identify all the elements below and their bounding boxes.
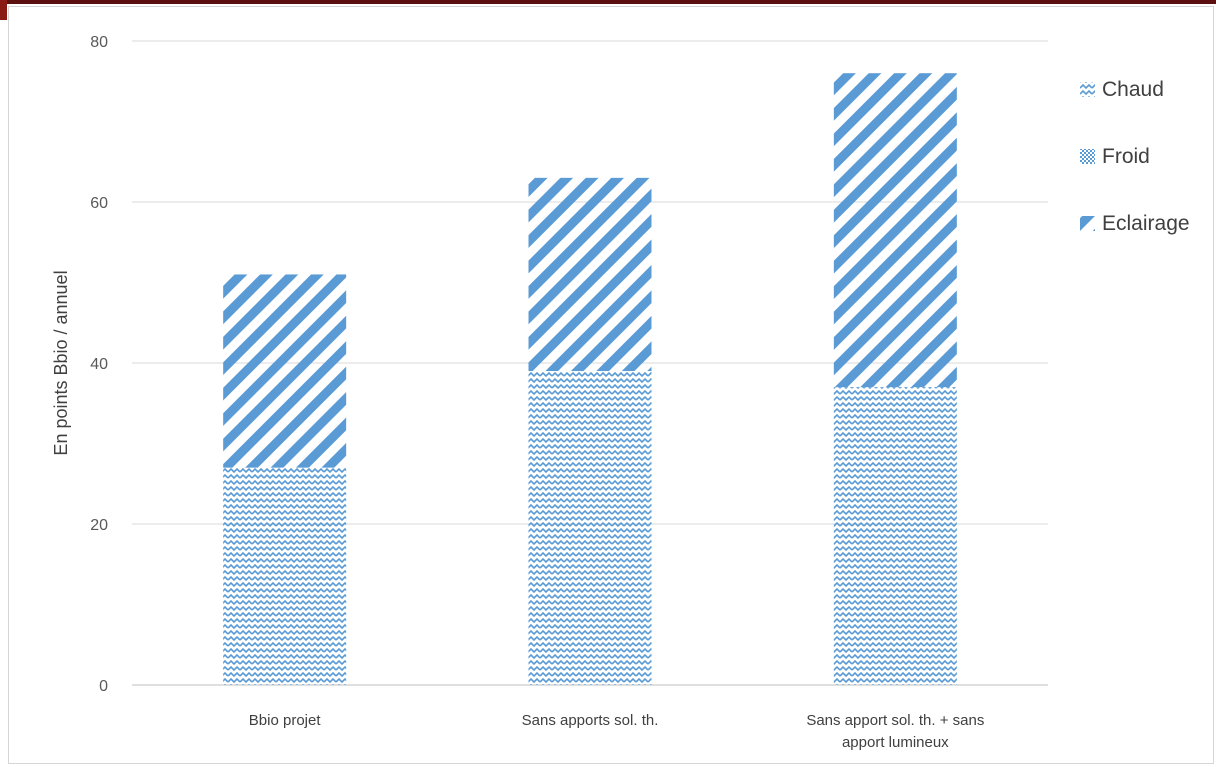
legend-swatch-eclairage xyxy=(1080,216,1095,231)
y-tick-label: 0 xyxy=(99,678,108,695)
legend: Chaud Froid Eclairage xyxy=(1080,78,1190,235)
legend-swatch-froid xyxy=(1080,149,1095,164)
bar-eclairage-2 xyxy=(528,177,652,372)
x-category-label: Bbio projet xyxy=(249,712,322,729)
x-category-label: apport lumineux xyxy=(842,734,949,751)
corner-accent xyxy=(0,0,7,20)
y-tick-label: 20 xyxy=(90,517,108,534)
y-tick-label: 60 xyxy=(90,195,108,212)
bar-chaud-2 xyxy=(528,371,652,685)
y-axis-label: En points Bbio / annuel xyxy=(51,270,71,455)
x-category-label: Sans apport sol. th. + sans xyxy=(806,712,984,729)
bar-chaud-1 xyxy=(223,467,347,685)
bar-chaud-3 xyxy=(833,387,957,685)
y-tick-label: 80 xyxy=(90,34,108,51)
legend-label-froid: Froid xyxy=(1102,145,1150,168)
bar-eclairage-1 xyxy=(223,274,347,468)
x-category-label: Sans apports sol. th. xyxy=(522,712,659,729)
bar-eclairage-3 xyxy=(833,73,957,388)
x-axis-labels: Bbio projet Sans apports sol. th. Sans app… xyxy=(249,712,985,751)
y-tick-label: 40 xyxy=(90,356,108,373)
legend-swatch-chaud xyxy=(1080,82,1095,97)
bars xyxy=(223,73,957,685)
legend-label-chaud: Chaud xyxy=(1102,78,1164,101)
y-axis-ticks: 0 20 40 60 80 xyxy=(90,34,108,695)
top-border xyxy=(0,0,1216,4)
legend-label-eclairage: Eclairage xyxy=(1102,212,1190,235)
